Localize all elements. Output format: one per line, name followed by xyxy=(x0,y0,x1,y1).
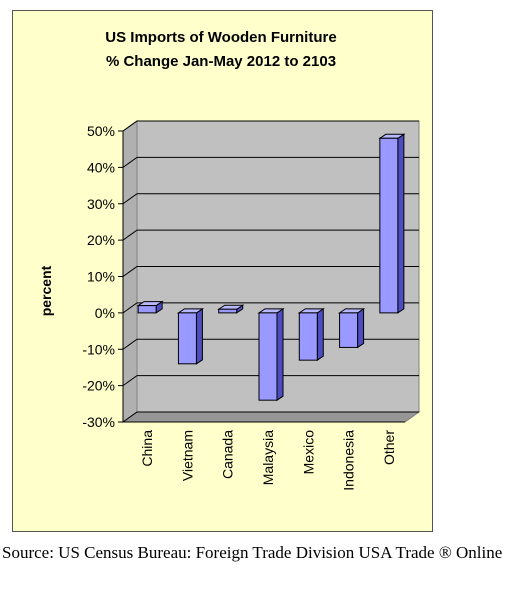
x-tick-label-canada: Canada xyxy=(220,430,236,479)
grid-lines xyxy=(122,120,419,423)
y-tick-labels: 50% 40% 30% 20% 10% 0% -10% -20% -30% xyxy=(82,123,115,430)
x-tick-label-indonesia: Indonesia xyxy=(341,430,357,491)
grid-line-6 xyxy=(122,338,419,350)
bar-side-face xyxy=(316,307,324,362)
y-axis-label: percent xyxy=(38,265,54,316)
y-tick-label-3: 20% xyxy=(87,232,115,248)
bar-front-face xyxy=(298,312,318,361)
bar-other xyxy=(378,133,406,314)
grid-line-3 xyxy=(122,229,419,241)
y-tick-label-6: -10% xyxy=(82,341,115,357)
grid-line-0 xyxy=(122,120,419,132)
x-tick-label-china: China xyxy=(139,430,155,467)
bar-side-face xyxy=(195,307,203,365)
category-labels: China Vietnam Canada Malaysia Mexico Indonesi… xyxy=(139,430,397,491)
bar-front-face xyxy=(218,308,238,314)
grid-line-7 xyxy=(122,375,419,387)
y-tick-label-1: 40% xyxy=(87,159,115,175)
chart-frame: US Imports of Wooden Furniture % Change … xyxy=(12,10,433,532)
x-tick-label-malaysia: Malaysia xyxy=(260,430,276,485)
y-tick-label-5: 0% xyxy=(95,305,115,321)
grid-line-1 xyxy=(122,156,419,168)
bar-side-face xyxy=(276,307,284,402)
bar-front-face xyxy=(379,137,399,314)
bar-front-face xyxy=(177,312,197,365)
bar-front-face xyxy=(339,312,359,348)
bar-side-face xyxy=(357,307,365,349)
chart-title-line-1: US Imports of Wooden Furniture xyxy=(105,29,336,46)
y-tick-label-8: -30% xyxy=(82,414,115,430)
axes xyxy=(118,130,405,423)
grid-line-8 xyxy=(122,411,419,423)
bar-side-face xyxy=(397,133,405,314)
bar-front-face xyxy=(137,305,157,314)
grid-line-4 xyxy=(122,266,419,277)
x-tick-label-mexico: Mexico xyxy=(300,430,316,475)
grid-line-5 xyxy=(122,302,419,314)
bar-malaysia xyxy=(257,307,285,402)
bar-vietnam xyxy=(176,307,205,365)
bar-china xyxy=(136,300,164,314)
grid-line-2 xyxy=(122,193,419,205)
bar-indonesia xyxy=(337,307,366,349)
bar-mexico xyxy=(297,307,325,362)
y-tick-label-7: -20% xyxy=(82,378,115,394)
bar-chart: US Imports of Wooden Furniture % Change … xyxy=(38,29,421,491)
source-note: Source: US Census Bureau: Foreign Trade … xyxy=(2,543,503,562)
bar-front-face xyxy=(258,312,278,401)
bar-canada xyxy=(217,304,245,314)
x-tick-label-vietnam: Vietnam xyxy=(179,430,195,481)
x-tick-label-other: Other xyxy=(381,430,397,465)
y-tick-label-2: 30% xyxy=(87,196,115,212)
bars xyxy=(136,133,406,402)
y-tick-label-4: 10% xyxy=(87,269,115,285)
y-tick-label-0: 50% xyxy=(87,123,115,139)
plot-floor xyxy=(121,411,421,423)
chart-title-line-2: % Change Jan-May 2012 to 2103 xyxy=(106,53,336,70)
